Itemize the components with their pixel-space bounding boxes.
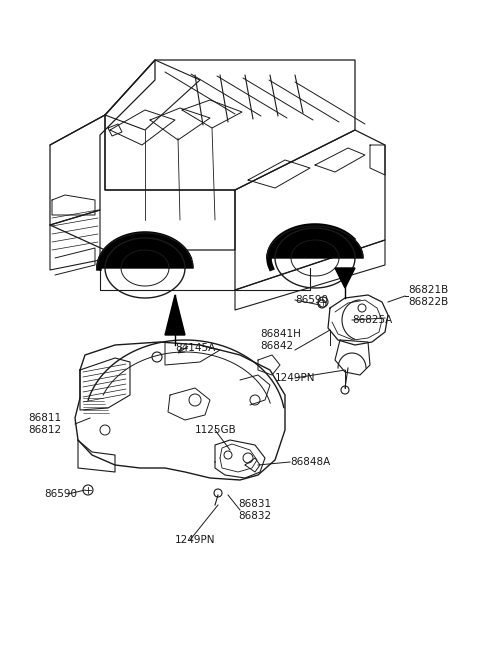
Text: 84145A: 84145A <box>175 343 215 353</box>
Polygon shape <box>105 60 200 130</box>
Polygon shape <box>235 130 385 290</box>
Text: 86811
86812: 86811 86812 <box>28 413 61 435</box>
Text: 1249PN: 1249PN <box>275 373 315 383</box>
Polygon shape <box>235 240 385 310</box>
Polygon shape <box>50 115 235 250</box>
Text: 86848A: 86848A <box>290 457 330 467</box>
Text: 86831
86832: 86831 86832 <box>238 499 271 521</box>
Polygon shape <box>78 440 115 472</box>
Polygon shape <box>97 233 193 268</box>
Polygon shape <box>75 342 285 480</box>
Text: 86590: 86590 <box>44 489 77 499</box>
Polygon shape <box>328 295 388 345</box>
Text: 86825A: 86825A <box>352 315 392 325</box>
Text: 86590: 86590 <box>295 295 328 305</box>
Text: 86841H
86842: 86841H 86842 <box>260 329 301 351</box>
Text: 1125GB: 1125GB <box>195 425 237 435</box>
Polygon shape <box>80 358 130 410</box>
Text: 1249PN: 1249PN <box>175 535 216 545</box>
Polygon shape <box>215 440 265 478</box>
Text: 86821B
86822B: 86821B 86822B <box>408 285 448 307</box>
Polygon shape <box>245 458 260 472</box>
Polygon shape <box>335 268 355 288</box>
Polygon shape <box>267 226 363 258</box>
Polygon shape <box>335 340 370 375</box>
Polygon shape <box>105 60 355 190</box>
Polygon shape <box>50 210 100 270</box>
Polygon shape <box>165 295 185 335</box>
